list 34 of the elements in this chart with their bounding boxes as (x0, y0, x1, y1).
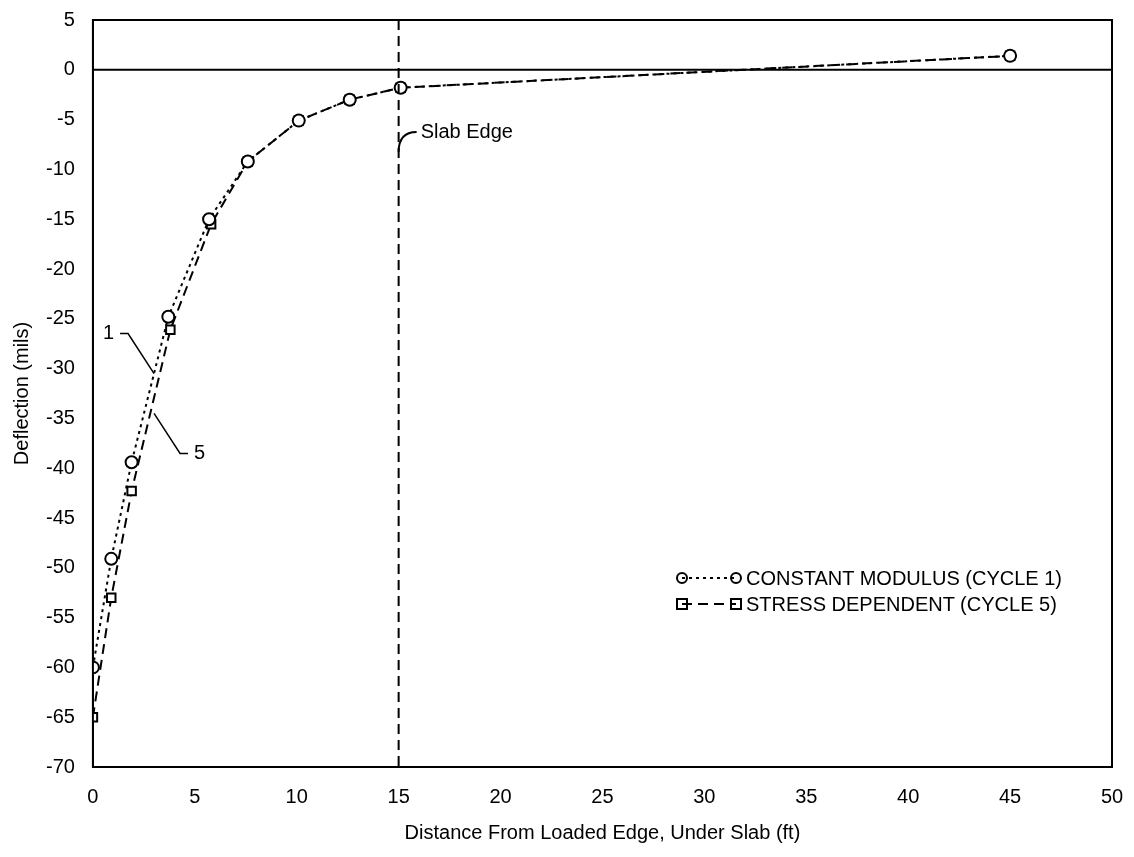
y-tick-label: -60 (46, 654, 75, 677)
x-tick-label: 50 (1100, 784, 1124, 807)
y-tick-label: -45 (46, 505, 75, 528)
x-tick-label: 35 (795, 784, 818, 807)
legend-label: CONSTANT MODULUS (CYCLE 1) (746, 566, 1062, 592)
y-tick-label: -65 (46, 704, 75, 727)
annotation: 1 (102, 321, 115, 344)
x-tick-label: 0 (87, 784, 99, 807)
y-tick-label: -35 (46, 405, 75, 428)
y-tick-label: -5 (57, 107, 75, 130)
y-tick-label: 0 (63, 57, 75, 80)
y-tick-label: -20 (46, 256, 75, 279)
x-axis-title: Distance From Loaded Edge, Under Slab (ft) (404, 820, 801, 843)
y-tick-label: -70 (46, 754, 75, 777)
x-tick-label: 25 (591, 784, 614, 807)
y-tick-label: -30 (46, 356, 75, 379)
y-tick-label: -25 (46, 306, 75, 329)
x-tick-label: 45 (998, 784, 1022, 807)
y-axis-title: Deflection (mils) (9, 321, 32, 466)
y-tick-label: -40 (46, 455, 75, 478)
y-tick-label: -10 (46, 156, 75, 179)
ref-line-label: Slab Edge (420, 119, 513, 142)
y-tick-label: 5 (63, 7, 75, 30)
x-tick-label: 30 (693, 784, 716, 807)
x-tick-label: 40 (897, 784, 920, 807)
legend-label: STRESS DEPENDENT (CYCLE 5) (746, 592, 1057, 618)
x-tick-label: 10 (285, 784, 308, 807)
y-tick-label: -15 (46, 206, 75, 229)
x-tick-label: 5 (189, 784, 201, 807)
x-tick-label: 20 (489, 784, 512, 807)
y-tick-label: -50 (46, 555, 75, 578)
y-tick-label: -55 (46, 605, 75, 628)
annotation: 5 (194, 440, 206, 463)
x-tick-label: 15 (387, 784, 410, 807)
